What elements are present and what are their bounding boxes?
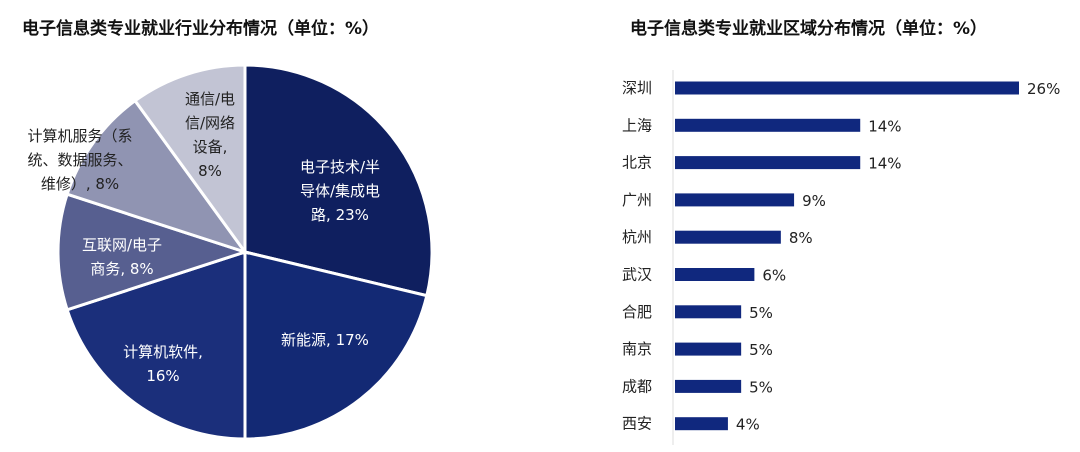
pie-slice	[243, 63, 434, 298]
pie-slice-label: 新能源, 17%	[281, 331, 369, 349]
pie-slice-label: 计算机软件, 16%	[123, 343, 203, 385]
bar-value-label: 26%	[1027, 80, 1060, 98]
bar	[675, 305, 742, 319]
pie-slice-label: 通信/电信/网络设备, 8%	[185, 90, 235, 180]
bar	[675, 118, 861, 132]
bar	[675, 193, 795, 207]
bar	[675, 379, 742, 393]
bar-category-label: 成都	[622, 377, 652, 395]
bar-value-label: 5%	[749, 378, 773, 396]
bar-value-label: 8%	[789, 229, 813, 247]
bar-category-label: 合肥	[622, 303, 652, 321]
bar	[675, 342, 742, 356]
bar-value-label: 9%	[802, 192, 826, 210]
pie-slice	[132, 63, 247, 257]
pie-slice	[56, 192, 250, 312]
bar-category-label: 深圳	[622, 79, 652, 97]
bar-category-label: 北京	[622, 154, 652, 172]
bar-value-label: 4%	[736, 416, 760, 434]
bar-category-label: 西安	[622, 415, 652, 433]
bar-category-label: 杭州	[622, 228, 652, 246]
bar-value-label: 14%	[868, 117, 901, 135]
pie-slice	[243, 250, 429, 441]
bar	[675, 417, 728, 431]
bar-value-label: 14%	[868, 155, 901, 173]
pie-slice-label: 互联网/电子商务, 8%	[82, 236, 162, 278]
bar-category-label: 武汉	[622, 266, 652, 284]
bar-chart-title: 电子信息类专业就业区域分布情况（单位：%）	[630, 19, 988, 39]
bar-value-label: 5%	[749, 341, 773, 359]
pie-slice	[65, 249, 247, 441]
bar-category-label: 南京	[622, 340, 652, 358]
pie-chart-title: 电子信息类专业就业行业分布情况（单位：%）	[22, 19, 380, 39]
pie-slice-label: 电子技术/半导体/集成电路, 23%	[300, 158, 380, 224]
bar-category-label: 广州	[622, 191, 652, 209]
bar	[675, 230, 781, 244]
pie-slice	[65, 98, 249, 255]
bar	[675, 268, 755, 281]
bar-value-label: 6%	[762, 267, 786, 285]
bar	[675, 81, 1019, 95]
bar-category-label: 上海	[622, 116, 652, 134]
bar-value-label: 5%	[749, 304, 773, 322]
pie-slice-label: 计算机服务（系统、数据服务、维修）, 8%	[27, 127, 132, 193]
bar	[675, 156, 861, 170]
